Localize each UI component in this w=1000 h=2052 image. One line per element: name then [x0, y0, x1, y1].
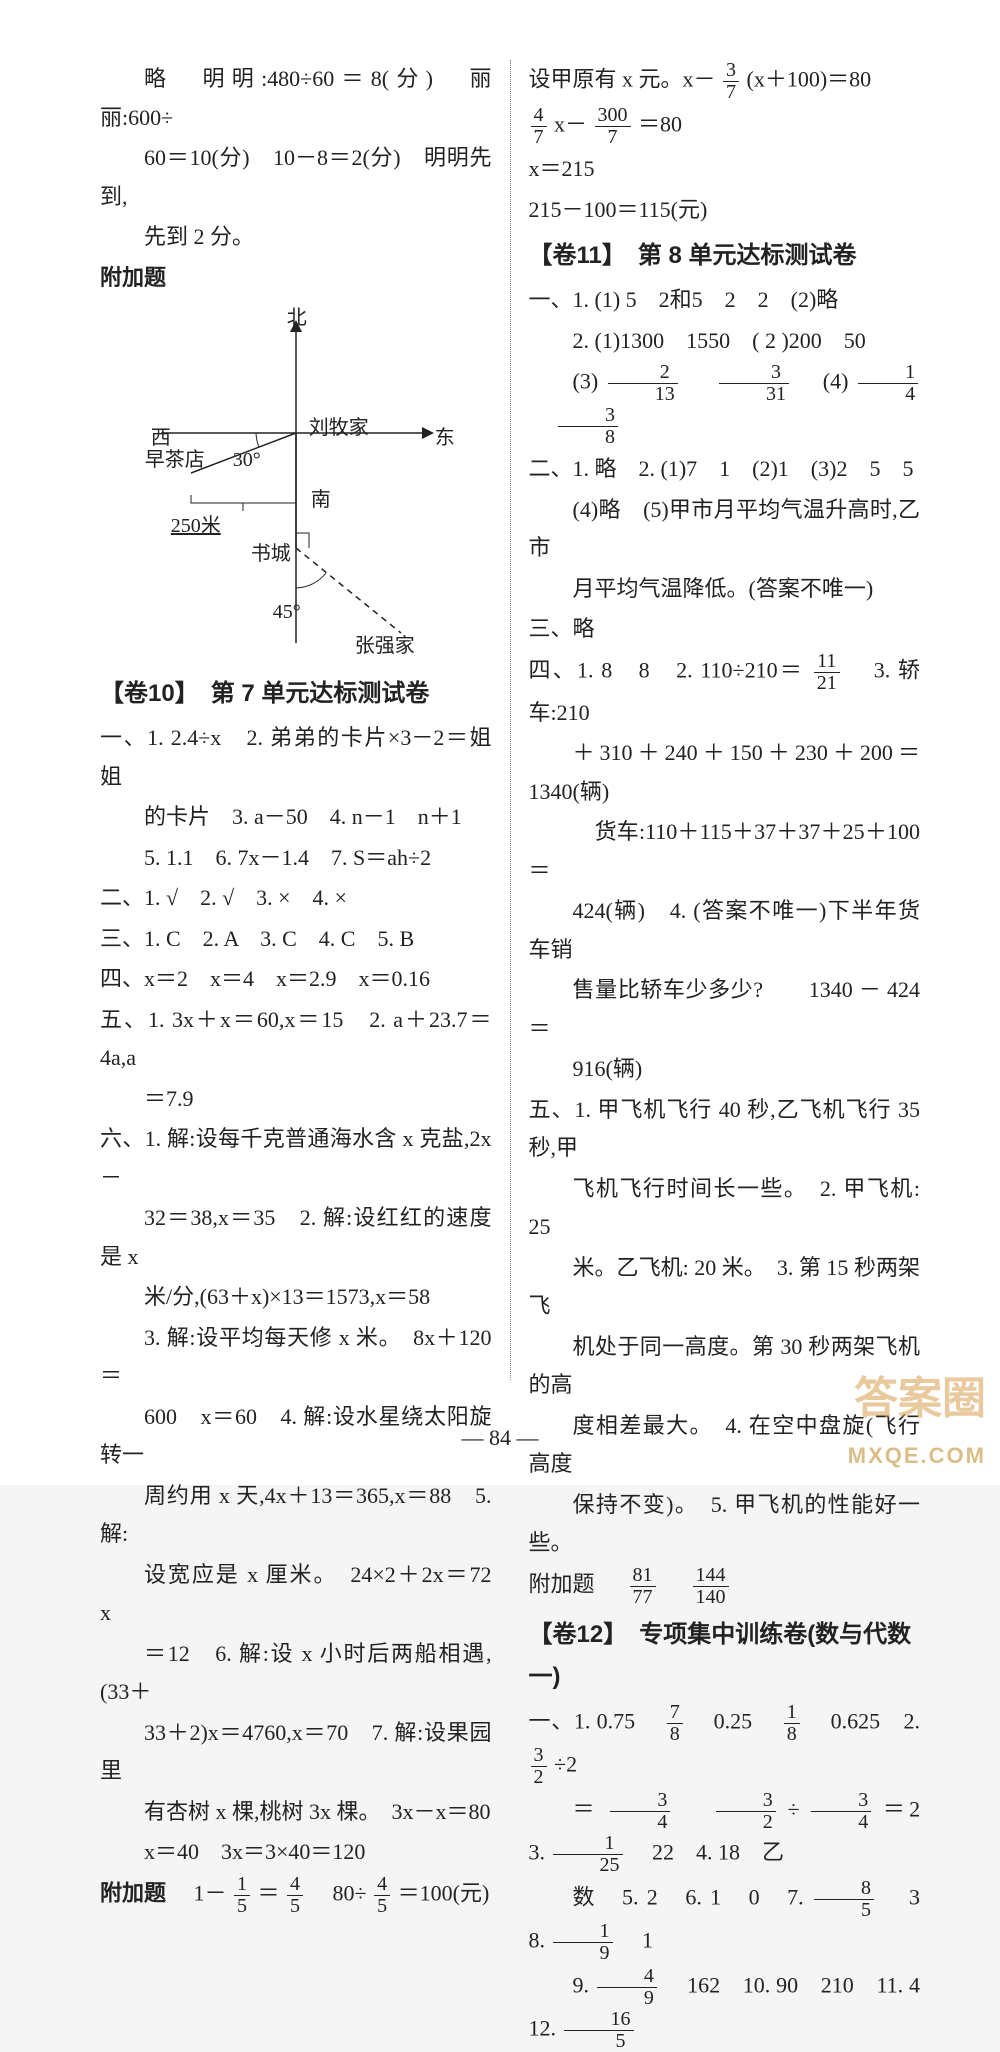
fraction: 331: [719, 362, 789, 405]
label: 附加题: [100, 1880, 166, 1905]
heading-juan11: 【卷11】 第 8 单元达标测试卷: [529, 235, 921, 277]
label-liu-home: 刘牧家: [309, 411, 369, 446]
text-line: 二、1. √ 2. √ 3. × 4. ×: [100, 879, 492, 918]
fraction: 38: [558, 405, 618, 448]
text-line: 215－100＝115(元): [529, 191, 921, 230]
text-line: 一、1. 2.4÷x 2. 弟弟的卡片×3－2＝姐姐: [100, 719, 492, 796]
text-line: 916(辆): [529, 1050, 921, 1089]
expr: 80÷: [311, 1880, 367, 1905]
heading-juan10: 【卷10】 第 7 单元达标测试卷: [100, 673, 492, 715]
text-line: 424(辆) 4. (答案不唯一)下半年货车销: [529, 892, 921, 969]
fraction: 45: [374, 1874, 390, 1917]
text-line: 60＝10(分) 10－8＝2(分) 明明先到,: [100, 139, 492, 216]
text-line: 月平均气温降低。(答案不唯一): [529, 570, 921, 609]
fraction: 32: [716, 1790, 776, 1833]
label-bookcity: 书城: [251, 537, 291, 572]
text-line: 2. (1)1300 1550 ( 2 )200 50: [529, 322, 921, 361]
text-line: 先到 2 分。: [100, 218, 492, 257]
text-line: 六、1. 解:设每千克普通海水含 x 克盐,2x－: [100, 1120, 492, 1197]
text-line: 二、1. 略 2. (1)7 1 (2)1 (3)2 5 5: [529, 450, 921, 489]
two-column-layout: 略 明明:480÷60＝8(分) 丽丽:600÷ 60＝10(分) 10－8＝2…: [90, 60, 930, 1380]
label-250m: 250米: [171, 509, 221, 544]
watermark: 答案圈 MXQE.COM: [848, 1360, 986, 1476]
text-line: 33＋2)x＝4760,x＝70 7. 解:设果园里: [100, 1714, 492, 1791]
fraction: 213: [608, 362, 678, 405]
fraction: 85: [814, 1878, 874, 1921]
fraction: 1121: [814, 651, 840, 694]
label-south: 南: [311, 483, 331, 518]
label-east: 东: [435, 421, 455, 456]
fraction: 3007: [595, 105, 631, 148]
fraction: 34: [811, 1790, 871, 1833]
additional-question: 附加题 1－ 15 ＝ 45 80÷ 45 ＝100(元): [100, 1874, 492, 1917]
watermark-site: MXQE.COM: [848, 1437, 986, 1476]
text-line: 5. 1.1 6. 7x－1.4 7. S＝ah÷2: [100, 839, 492, 878]
text-line: 四、1. 8 8 2. 110÷210＝ 1121 3. 轿车:210: [529, 651, 921, 733]
text-line: 四、x＝2 x＝4 x＝2.9 x＝0.16: [100, 960, 492, 999]
text-line: 三、1. C 2. A 3. C 4. C 5. B: [100, 920, 492, 959]
expr: ＝100(元): [398, 1880, 490, 1905]
fraction: 125: [553, 1833, 623, 1876]
text-line: 一、1. (1) 5 2和5 2 2 (2)略: [529, 281, 921, 320]
label-30deg: 30°: [233, 443, 261, 478]
text-line: 飞机飞行时间长一些。 2. 甲飞机: 25: [529, 1170, 921, 1247]
text-line: 米/分,(63＋x)×13＝1573,x＝58: [100, 1278, 492, 1317]
heading-juan12: 【卷12】 专项集中训练卷(数与代数一): [529, 1614, 921, 1698]
text-line: 保持不变)。 5. 甲飞机的性能好一些。: [529, 1486, 921, 1563]
text-line: 3. 解:设平均每天修 x 米。 8x＋120＝: [100, 1319, 492, 1396]
text-line: 货车:110＋115＋37＋37＋25＋100＝: [529, 813, 921, 890]
text-line: 五、1. 甲飞机飞行 40 秒,乙飞机飞行 35 秒,甲: [529, 1091, 921, 1168]
text-line: 设宽应是 x 厘米。 24×2＋2x＝72 x: [100, 1556, 492, 1633]
expr: 1－: [172, 1880, 227, 1905]
text-line: 有杏树 x 棵,桃树 3x 棵。 3x－x＝80: [100, 1793, 492, 1832]
text-line: ＝7.9: [100, 1080, 492, 1119]
text-line: 设甲原有 x 元。x－ 37 (x＋100)＝80: [529, 60, 921, 103]
label-45deg: 45°: [273, 595, 301, 630]
additional-question: 附加题 8177 144140: [529, 1565, 921, 1608]
right-column: 设甲原有 x 元。x－ 37 (x＋100)＝80 47 x－ 3007 ＝80…: [511, 60, 931, 1380]
text-line: ＝12 6. 解:设 x 小时后两船相遇,(33＋: [100, 1635, 492, 1712]
fraction: 15: [234, 1874, 250, 1917]
text-line: ＝ 34 32 ÷ 34 ＝2 3. 125 22 4. 18 乙: [529, 1790, 921, 1876]
fraction: 49: [597, 1966, 657, 2009]
text-line: 的卡片 3. a－50 4. n－1 n＋1: [100, 798, 492, 837]
fraction: 14: [858, 362, 918, 405]
text-line: 售量比轿车少多少? 1340 － 424 ＝: [529, 971, 921, 1048]
fraction: 19: [553, 1921, 613, 1964]
text-line: 五、1. 3x＋x＝60,x＝15 2. a＋23.7＝4a,a: [100, 1001, 492, 1078]
fraction: 18: [784, 1702, 800, 1745]
fraction: 165: [564, 2009, 634, 2052]
subheading-additional: 附加题: [100, 259, 492, 298]
text-line: 一、1. 0.75 78 0.25 18 0.625 2. 32 ÷2: [529, 1702, 921, 1788]
text-line: (4)略 (5)甲市月平均气温升高时,乙市: [529, 491, 921, 568]
text-line: x＝215: [529, 150, 921, 189]
text-line: ＋310＋240＋150＋230＋200＝1340(辆): [529, 734, 921, 811]
fraction: 8177: [630, 1565, 656, 1608]
text-line: 9. 49 162 10. 90 210 11. 4 12. 165: [529, 1966, 921, 2052]
label-tea-shop: 早茶店: [145, 443, 205, 478]
fraction: 32: [531, 1745, 547, 1788]
expr: ＝: [258, 1880, 280, 1905]
text-line: 周约用 x 天,4x＋13＝365,x＝88 5. 解:: [100, 1477, 492, 1554]
fraction: 78: [667, 1702, 683, 1745]
text-line: 米。乙飞机: 20 米。 3. 第 15 秒两架飞: [529, 1249, 921, 1326]
fraction: 45: [287, 1874, 303, 1917]
label-zhang-home: 张强家: [355, 629, 415, 664]
fraction: 37: [723, 60, 739, 103]
page: 略 明明:480÷60＝8(分) 丽丽:600÷ 60＝10(分) 10－8＝2…: [0, 0, 1000, 1485]
fraction: 34: [610, 1790, 670, 1833]
text-line: 数 5. 2 6. 1 0 7. 85 3 8. 19 1: [529, 1878, 921, 1964]
fraction: 47: [531, 105, 547, 148]
watermark-text: 答案圈: [848, 1360, 986, 1437]
fraction: 144140: [693, 1565, 729, 1608]
text-line: x＝40 3x＝3×40＝120: [100, 1833, 492, 1872]
label-north: 北: [287, 301, 307, 336]
text-line: 略 明明:480÷60＝8(分) 丽丽:600÷: [100, 60, 492, 137]
text-line: 32＝38,x＝35 2. 解:设红红的速度是 x: [100, 1199, 492, 1276]
text-line: 三、略: [529, 610, 921, 649]
left-column: 略 明明:480÷60＝8(分) 丽丽:600÷ 60＝10(分) 10－8＝2…: [90, 60, 511, 1380]
compass-diagram: 北 东 西 南 早茶店 刘牧家 书城 张强家 250米 30° 45°: [131, 303, 461, 663]
text-line: (3) 213 331 (4) 14 38: [529, 362, 921, 448]
text-line: 47 x－ 3007 ＝80: [529, 105, 921, 148]
